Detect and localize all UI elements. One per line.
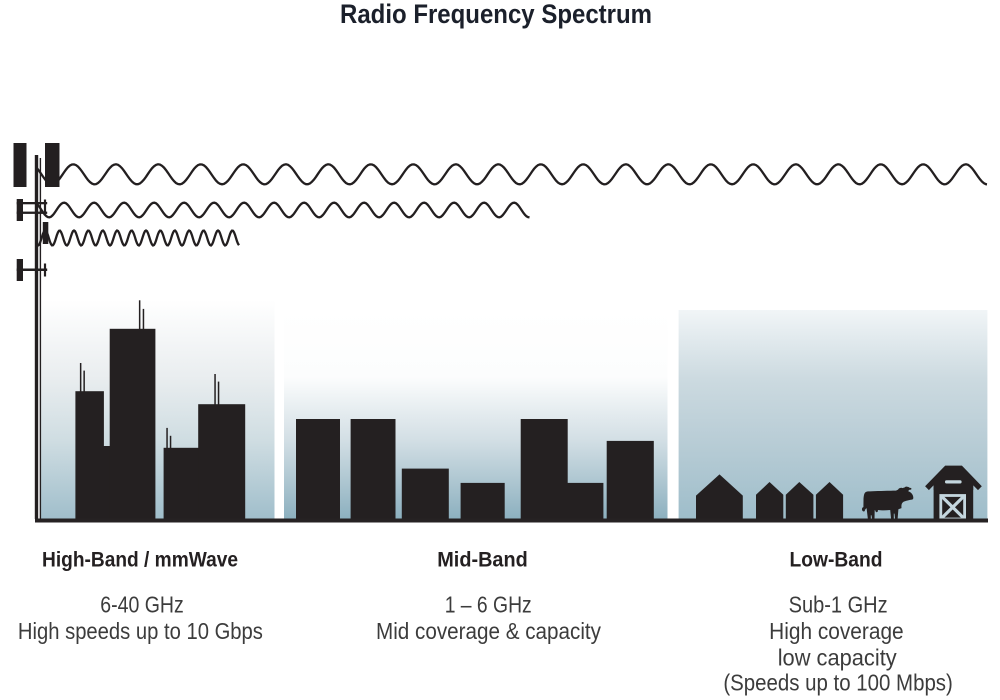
svg-text:1 – 6 GHz: 1 – 6 GHz <box>445 592 532 618</box>
svg-text:(Speeds up to 100 Mbps): (Speeds up to 100 Mbps) <box>723 670 953 696</box>
svg-text:Low-Band: Low-Band <box>790 548 883 572</box>
svg-text:High-Band / mmWave: High-Band / mmWave <box>42 548 238 572</box>
svg-text:6-40 GHz: 6-40 GHz <box>100 592 184 618</box>
svg-text:Mid coverage & capacity: Mid coverage & capacity <box>376 618 601 644</box>
svg-text:Sub-1 GHz: Sub-1 GHz <box>789 592 888 618</box>
svg-text:Radio Frequency Spectrum: Radio Frequency Spectrum <box>340 0 652 29</box>
svg-text:High speeds up to 10 Gbps: High speeds up to 10 Gbps <box>18 618 263 644</box>
svg-text:low capacity: low capacity <box>778 645 897 671</box>
svg-text:High coverage: High coverage <box>769 618 904 644</box>
svg-text:Mid-Band: Mid-Band <box>437 548 528 572</box>
